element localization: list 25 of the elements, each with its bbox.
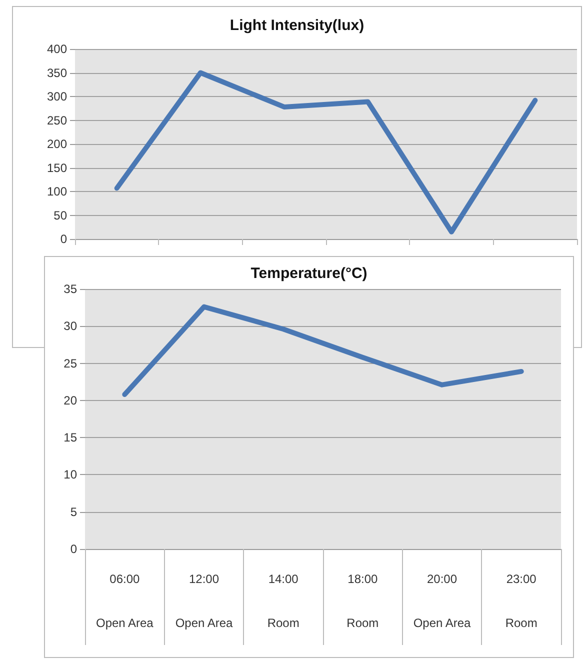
y-tick-label: 15 bbox=[64, 430, 78, 445]
y-tick-label: 10 bbox=[64, 468, 78, 482]
category-label: 18:00 Room bbox=[346, 572, 379, 630]
y-tick-label: 250 bbox=[46, 113, 68, 128]
chart-title: Light Intensity(lux) bbox=[230, 17, 364, 34]
chart-title: Temperature(°C) bbox=[250, 265, 368, 282]
y-tick-label: 100 bbox=[46, 184, 68, 198]
y-tick-label: 50 bbox=[54, 208, 68, 222]
y-tick-label: 150 bbox=[46, 160, 68, 175]
y-tick-label: 35 bbox=[64, 282, 78, 296]
y-tick-label: 350 bbox=[46, 66, 68, 80]
category-label: 14:00 Room bbox=[267, 572, 300, 630]
category-label: 23:00 Room bbox=[505, 572, 538, 630]
y-tick-label: 0 bbox=[60, 232, 68, 246]
category-label: 20:00 Open Area bbox=[413, 572, 471, 630]
category-label: 06:00 Open Area bbox=[96, 572, 154, 630]
y-tick-label: 200 bbox=[46, 137, 68, 151]
y-tick-label: 0 bbox=[70, 542, 78, 556]
y-tick-label: 300 bbox=[46, 90, 68, 104]
category-label: 12:00 Open Area bbox=[175, 572, 233, 630]
y-tick-label: 20 bbox=[64, 393, 78, 408]
y-tick-label: 25 bbox=[64, 356, 78, 370]
y-tick-label: 400 bbox=[46, 42, 68, 56]
y-tick-label: 5 bbox=[70, 504, 78, 519]
y-tick-label: 30 bbox=[64, 319, 78, 334]
